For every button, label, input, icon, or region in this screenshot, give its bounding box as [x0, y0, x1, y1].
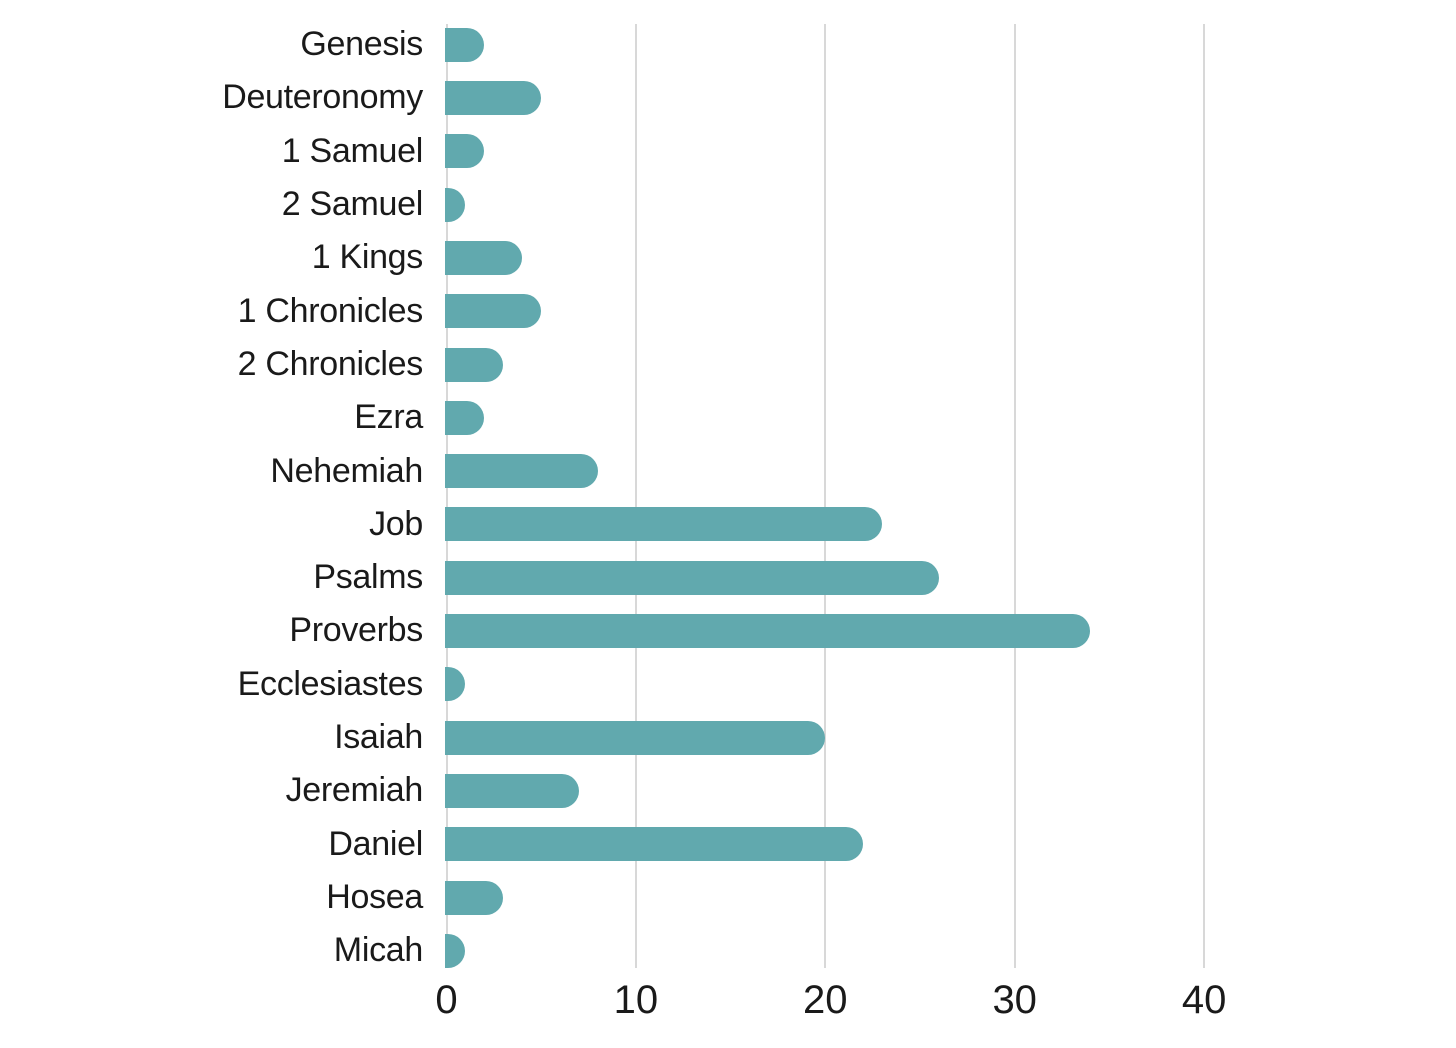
bar [445, 720, 826, 755]
category-label: Jeremiah [285, 771, 424, 810]
x-axis-tick-label: 20 [803, 978, 848, 1022]
category-label: Ecclesiastes [237, 664, 424, 703]
bar [445, 880, 504, 915]
bar [445, 27, 485, 62]
category-label: 1 Samuel [281, 131, 424, 170]
category-label: Genesis [300, 24, 423, 63]
bar [445, 507, 883, 542]
bar [445, 240, 523, 275]
category-label: Psalms [313, 558, 423, 597]
category-label: Nehemiah [270, 451, 423, 490]
bar [445, 614, 1091, 649]
bar [445, 934, 466, 969]
bar [445, 454, 599, 489]
vertical-gridline [634, 24, 637, 968]
x-axis-tick-label: 40 [1181, 978, 1227, 1022]
category-label: Micah [333, 931, 424, 970]
category-label: Daniel [328, 824, 423, 863]
category-label: Ezra [354, 398, 423, 437]
category-label: 1 Kings [311, 238, 424, 277]
bar [445, 294, 542, 329]
bar [445, 827, 864, 862]
bar [445, 774, 580, 809]
category-label: 2 Samuel [281, 184, 424, 223]
bar [445, 187, 466, 222]
vertical-gridline [824, 24, 827, 968]
vertical-gridline [1203, 24, 1206, 968]
bar [445, 667, 466, 702]
category-label: Hosea [326, 878, 423, 917]
bar [445, 134, 485, 169]
category-label: 2 Chronicles [237, 344, 424, 383]
category-label: Isaiah [334, 718, 423, 757]
x-axis-tick-label: 10 [613, 978, 659, 1022]
bar [445, 347, 504, 382]
category-label: 1 Chronicles [237, 291, 424, 330]
bar [445, 400, 485, 435]
bar [445, 80, 542, 115]
category-label: Proverbs [289, 611, 423, 650]
vertical-gridline [1013, 24, 1016, 968]
vertical-gridline [445, 24, 448, 968]
category-label: Job [369, 504, 423, 543]
bar [445, 560, 939, 595]
x-axis-tick-label: 0 [435, 978, 458, 1022]
x-axis-tick-label: 30 [992, 978, 1037, 1022]
category-label: Deuteronomy [222, 78, 423, 117]
